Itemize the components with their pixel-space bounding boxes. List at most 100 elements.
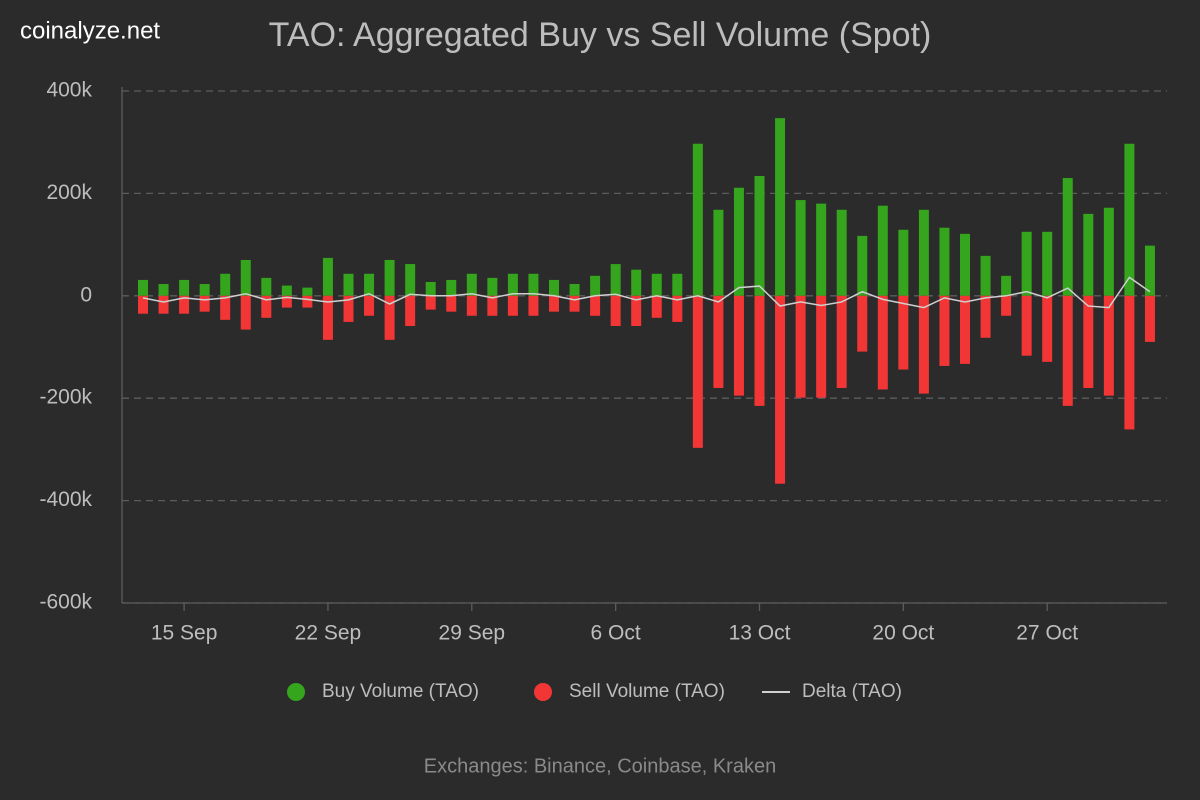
buy-bar xyxy=(631,269,642,296)
sell-bar xyxy=(980,295,991,338)
buy-bar xyxy=(775,118,786,296)
chart-title: TAO: Aggregated Buy vs Sell Volume (Spot… xyxy=(269,16,932,54)
sell-bar xyxy=(466,295,477,316)
buy-bar xyxy=(918,209,929,296)
buy-bar xyxy=(425,281,436,296)
buy-bar xyxy=(590,275,601,296)
buy-bar xyxy=(610,264,621,296)
legend-label: Delta (TAO) xyxy=(802,681,902,702)
buy-bar xyxy=(1021,231,1032,296)
sell-bar xyxy=(836,295,847,388)
sell-bar xyxy=(877,295,888,390)
buy-bar xyxy=(466,273,477,296)
sell-bar xyxy=(713,295,724,388)
x-tick-label: 6 Oct xyxy=(591,622,641,645)
buy-bar xyxy=(549,279,559,296)
y-tick-label: -600k xyxy=(39,591,92,614)
sell-bar xyxy=(795,295,806,398)
buy-bar xyxy=(1062,178,1073,296)
buy-bar xyxy=(1103,207,1114,296)
sell-bar xyxy=(733,295,744,396)
legend-label: Sell Volume (TAO) xyxy=(569,681,725,702)
x-tick-label: 22 Sep xyxy=(295,622,362,645)
sell-bar xyxy=(384,295,395,340)
buy-bar xyxy=(384,259,395,296)
buy-bar xyxy=(405,264,416,296)
buy-bar xyxy=(199,284,210,296)
sell-bar xyxy=(528,295,539,316)
buy-bar xyxy=(733,187,744,296)
buy-bar xyxy=(1144,245,1155,296)
sell-bar xyxy=(1062,295,1073,406)
y-tick-label: 0 xyxy=(80,283,92,306)
legend-swatch xyxy=(287,683,305,701)
sell-bar xyxy=(405,295,416,327)
buy-bar xyxy=(281,285,292,296)
sell-bar xyxy=(816,295,827,398)
sell-bar xyxy=(261,295,272,318)
sell-bar xyxy=(857,295,868,352)
sell-bar xyxy=(322,295,333,340)
legend-label: Buy Volume (TAO) xyxy=(322,681,479,702)
buy-bar xyxy=(1083,213,1094,296)
buy-bar xyxy=(692,143,703,296)
sell-bar xyxy=(364,295,375,316)
sell-bar xyxy=(507,295,518,316)
sell-bar xyxy=(1083,295,1094,388)
buy-bar xyxy=(713,209,724,296)
sell-bar xyxy=(1001,295,1012,316)
y-tick-label: -200k xyxy=(39,386,92,409)
x-tick-label: 29 Sep xyxy=(439,622,506,645)
buy-bar xyxy=(672,273,683,296)
sell-bar xyxy=(1021,295,1032,356)
sell-bar xyxy=(672,295,683,322)
buy-bar xyxy=(816,203,827,296)
sell-bar xyxy=(446,295,457,312)
sell-bar xyxy=(569,295,580,312)
buy-bar xyxy=(240,259,251,296)
sell-bar xyxy=(220,295,231,320)
buy-bar xyxy=(857,235,868,296)
sell-bar xyxy=(651,295,662,318)
buy-bar xyxy=(261,277,272,296)
sell-bar xyxy=(960,295,970,364)
buy-bar xyxy=(179,279,190,296)
sell-bar xyxy=(775,295,786,484)
watermark: coinalyze.net xyxy=(20,17,160,44)
legend-swatch xyxy=(534,683,552,701)
buy-bar xyxy=(960,233,970,296)
sell-bar xyxy=(240,295,251,330)
sell-bar xyxy=(939,295,950,366)
sell-bar xyxy=(158,295,169,314)
buy-bar xyxy=(795,200,806,296)
buy-bar xyxy=(364,273,375,296)
buy-bar xyxy=(1001,275,1012,296)
sell-bar xyxy=(631,295,642,327)
sell-bar xyxy=(898,295,909,370)
buy-bar xyxy=(487,277,498,296)
delta-line xyxy=(142,276,1151,309)
sell-bar xyxy=(281,295,292,308)
sell-bar xyxy=(754,295,765,406)
buy-bar xyxy=(898,229,909,296)
sell-bar xyxy=(138,295,148,314)
sell-bar xyxy=(590,295,601,316)
sell-bar xyxy=(487,295,498,316)
sell-bar xyxy=(179,295,190,314)
buy-bar xyxy=(158,284,169,296)
buy-bar xyxy=(507,273,518,296)
y-tick-label: 200k xyxy=(46,181,92,204)
buy-bar xyxy=(754,175,765,296)
sell-bar xyxy=(1124,295,1135,430)
sell-bar xyxy=(343,295,354,322)
sell-bar xyxy=(1144,295,1155,342)
buy-bar xyxy=(446,279,457,296)
sell-bar xyxy=(425,295,436,310)
sell-bar xyxy=(918,295,929,394)
x-tick-label: 15 Sep xyxy=(151,622,218,645)
x-tick-label: 13 Oct xyxy=(729,622,791,645)
buy-bar xyxy=(322,257,333,296)
buy-bar xyxy=(220,273,231,296)
